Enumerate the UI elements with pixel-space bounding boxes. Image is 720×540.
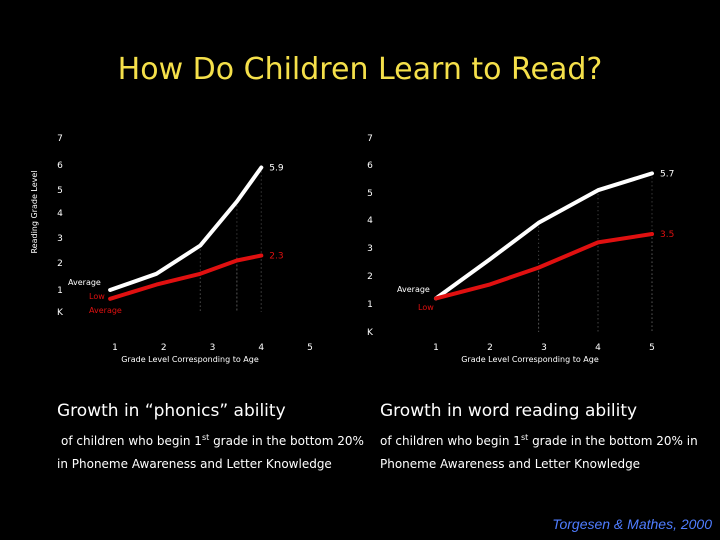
caption-body-left: of children who begin 1st grade in the b… <box>57 433 364 471</box>
x-tick-label: 3 <box>541 343 547 353</box>
data-label-low: 3.5 <box>660 230 674 240</box>
x-tick-label: 5 <box>307 343 313 353</box>
label-low: Low <box>89 292 105 301</box>
x-tick-label: 3 <box>210 343 216 353</box>
x-tick-label: 4 <box>595 343 601 353</box>
label-average: Average <box>397 285 430 294</box>
data-label-low-average: 2.3 <box>269 252 283 262</box>
y-tick-label: 3 <box>367 244 373 254</box>
x-tick-label: 1 <box>433 343 439 353</box>
x-tick-label: 4 <box>258 343 264 353</box>
label-low: Low <box>418 303 434 312</box>
label-low-average: Average <box>89 306 122 315</box>
y-tick-label: 1 <box>367 300 373 310</box>
y-tick-label: 3 <box>57 234 63 244</box>
y-tick-label: 6 <box>367 161 373 171</box>
data-label-average: 5.9 <box>269 164 284 174</box>
series-line-low <box>434 232 654 301</box>
caption-heading-right: Growth in word reading ability <box>380 401 638 421</box>
slide-title: How Do Children Learn to Read? <box>117 52 603 87</box>
y-tick-label: 5 <box>367 189 373 199</box>
y-axis-label: Reading Grade Level <box>30 170 39 253</box>
series-line-low-average <box>108 253 264 301</box>
series-line-average <box>108 165 264 292</box>
y-tick-label: 6 <box>57 161 63 171</box>
label-average: Average <box>68 278 101 287</box>
y-tick-label: 2 <box>367 272 373 282</box>
series-line-average <box>434 171 654 301</box>
x-axis-label: Grade Level Corresponding to Age <box>121 355 259 364</box>
y-tick-label: 4 <box>57 209 63 219</box>
y-tick-label: 7 <box>367 134 373 144</box>
x-tick-label: 5 <box>649 343 655 353</box>
y-tick-label: K <box>367 328 374 338</box>
data-label-average: 5.7 <box>660 169 674 179</box>
x-tick-label: 2 <box>161 343 167 353</box>
caption-body-right: of children who begin 1st grade in the b… <box>380 433 698 471</box>
x-tick-label: 1 <box>112 343 118 353</box>
y-tick-label: 2 <box>57 259 63 269</box>
y-tick-label: 7 <box>57 134 63 144</box>
source-citation: Torgesen & Mathes, 2000 <box>552 516 712 532</box>
y-tick-label: 1 <box>57 286 63 296</box>
caption-heading-left: Growth in “phonics” ability <box>57 401 286 421</box>
y-tick-label: K <box>57 308 64 318</box>
x-tick-label: 2 <box>487 343 493 353</box>
y-tick-label: 5 <box>57 186 63 196</box>
x-axis-label: Grade Level Corresponding to Age <box>461 355 599 364</box>
y-tick-label: 4 <box>367 216 373 226</box>
